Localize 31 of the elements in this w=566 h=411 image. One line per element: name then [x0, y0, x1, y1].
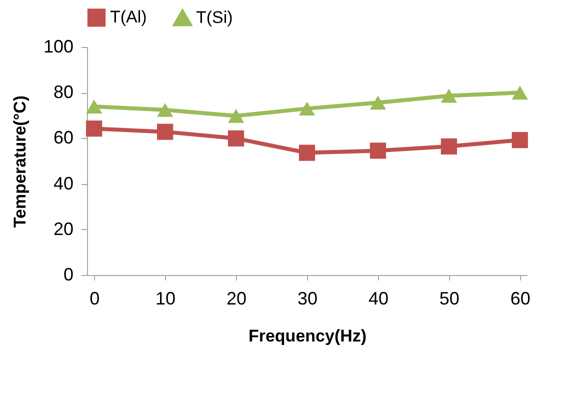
legend-label: T(Al)	[110, 8, 147, 27]
point	[86, 120, 102, 137]
x-tick-label: 50	[439, 288, 460, 308]
point	[370, 142, 386, 159]
y-tick-label: 100	[43, 36, 74, 56]
point	[298, 102, 316, 116]
point	[512, 132, 528, 148]
y-tick-label: 60	[53, 128, 74, 148]
y-axis-title: Temperature(°C)	[10, 95, 30, 228]
x-axis-title: Frequency(Hz)	[248, 326, 367, 346]
legend-label: T(Si)	[196, 8, 233, 28]
point	[86, 100, 102, 114]
point	[298, 144, 316, 161]
point	[512, 86, 528, 100]
point	[228, 130, 244, 146]
x-tick-label: 10	[156, 288, 176, 308]
y-tick-label: 0	[63, 264, 74, 284]
point	[370, 96, 386, 110]
x-tick-label: 0	[90, 288, 100, 308]
y-tick-label: 20	[53, 218, 74, 239]
point	[440, 88, 457, 103]
point	[228, 108, 244, 123]
x-tick-label: 20	[226, 288, 247, 308]
x-tick-label: 40	[368, 288, 388, 308]
point	[157, 124, 174, 140]
point	[157, 102, 174, 117]
y-tick-label: 40	[53, 173, 74, 194]
x-tick-label: 60	[510, 288, 530, 308]
x-tick-label: 30	[297, 288, 318, 308]
point	[440, 138, 457, 154]
y-tick-label: 80	[53, 82, 74, 102]
